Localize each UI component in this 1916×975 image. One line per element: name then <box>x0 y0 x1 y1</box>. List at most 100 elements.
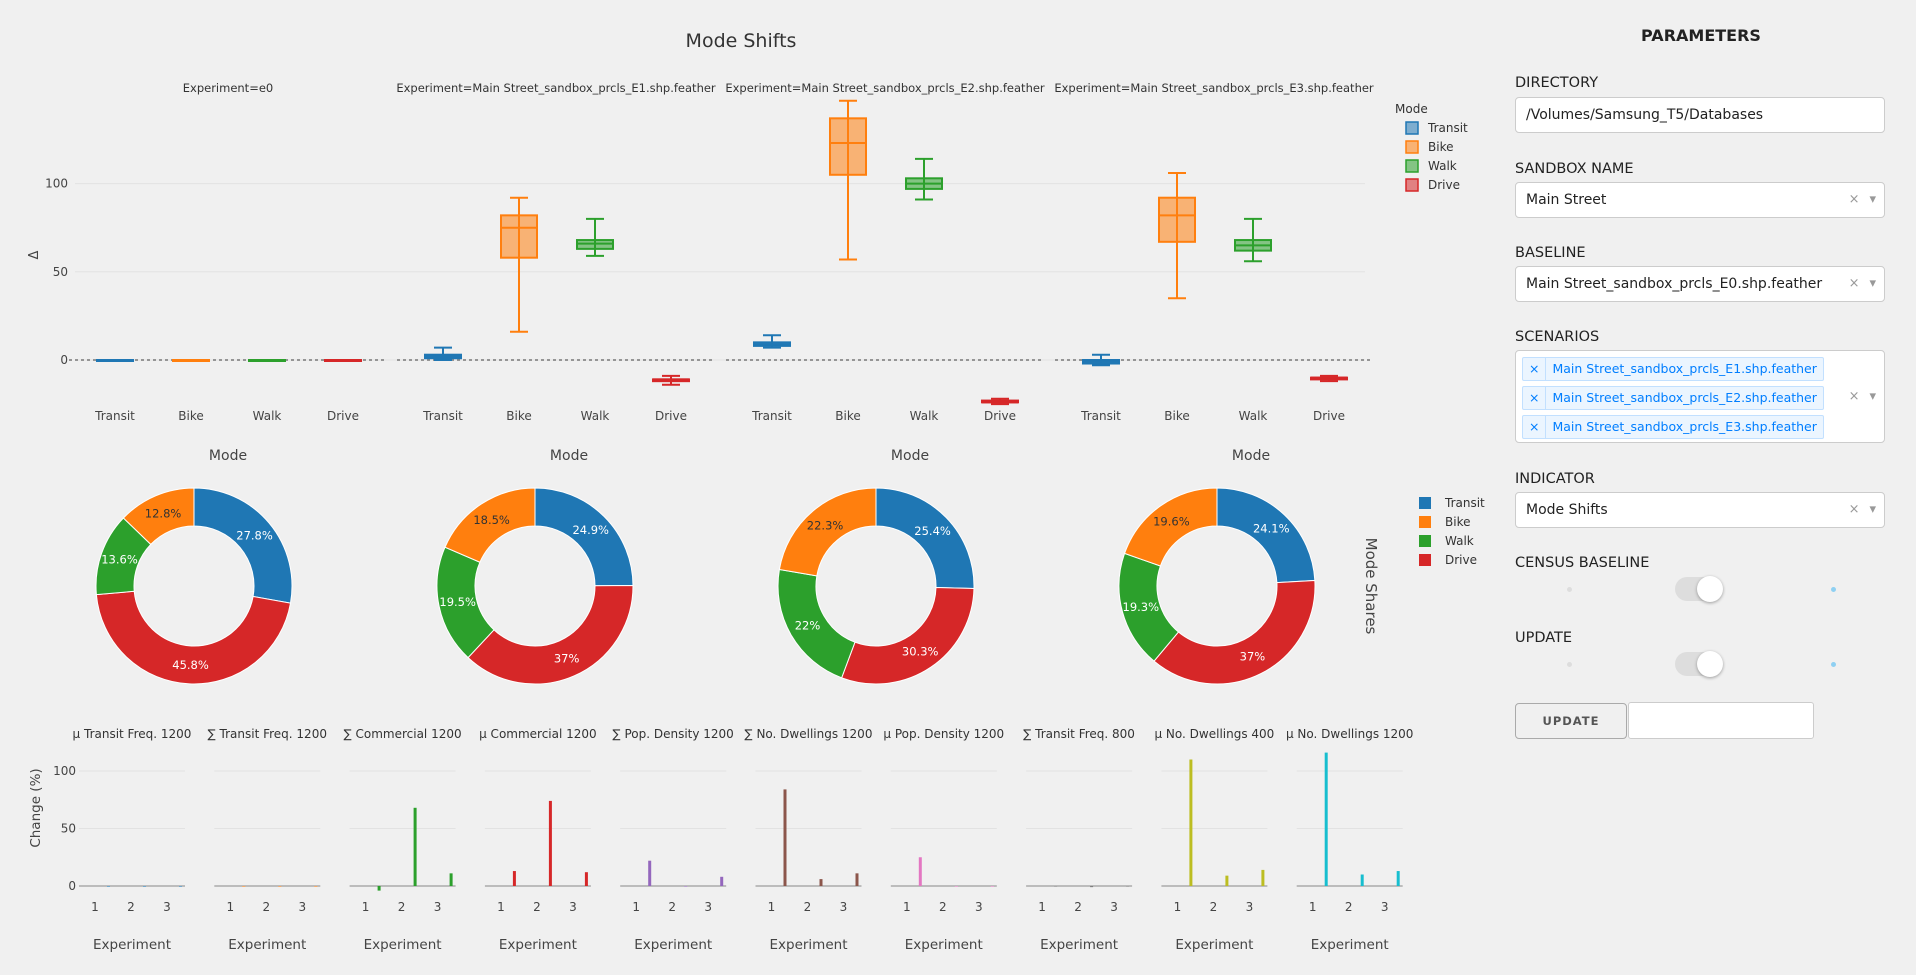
bar-panel-title: ∑ Transit Freq. 1200 <box>208 727 327 741</box>
y-tick-label: 100 <box>45 177 68 191</box>
bar-panel-title: ∑ Transit Freq. 800 <box>1023 727 1135 741</box>
box-body <box>829 117 867 176</box>
remove-tag-icon[interactable]: × <box>1523 358 1547 380</box>
bar-panel-title: ∑ Commercial 1200 <box>344 727 462 741</box>
bar <box>278 886 282 887</box>
legend-swatch <box>1405 159 1419 173</box>
x-tick-label: 1 <box>91 900 99 914</box>
bar <box>1360 874 1364 886</box>
bar <box>1261 869 1265 886</box>
remove-tag-icon[interactable]: × <box>1523 416 1547 438</box>
x-tick-label: 3 <box>1381 900 1389 914</box>
pie-slice-label: 22% <box>795 618 821 632</box>
x-tick-label: 2 <box>1074 900 1082 914</box>
x-tick-label: Walk <box>910 409 939 423</box>
pie-slice-label: 24.9% <box>572 523 609 537</box>
pie-title: Mode <box>209 448 247 464</box>
x-tick-label: Drive <box>327 409 359 423</box>
bar-x-axis-label: Experiment <box>634 937 712 953</box>
legend-label: Walk <box>1445 534 1474 548</box>
update-output-field[interactable] <box>1628 702 1814 739</box>
toggle-on-dot <box>1831 662 1836 667</box>
pie-slice <box>444 487 536 563</box>
bar <box>449 873 453 886</box>
chevron-down-icon[interactable]: ▾ <box>1869 502 1876 517</box>
pie-slice <box>1153 579 1316 685</box>
chevron-down-icon[interactable]: ▾ <box>1869 389 1876 404</box>
bar-x-axis-label: Experiment <box>1040 937 1118 953</box>
chevron-down-icon[interactable]: ▾ <box>1869 276 1876 291</box>
facet-title: Experiment=Main Street_sandbox_prcls_E2.… <box>725 81 1045 95</box>
toggle-off-dot <box>1567 587 1572 592</box>
bar <box>1324 752 1328 886</box>
remove-tag-icon[interactable]: × <box>1523 387 1547 409</box>
clear-icon[interactable]: × <box>1848 389 1860 404</box>
legend-title: Mode <box>1395 102 1428 116</box>
legend-label: Bike <box>1428 140 1453 154</box>
clear-icon[interactable]: × <box>1848 276 1860 291</box>
baseline-select[interactable]: Main Street_sandbox_prcls_E0.shp.feather… <box>1515 266 1885 302</box>
x-tick-label: Bike <box>835 409 860 423</box>
pie-slice-label: 12.8% <box>145 506 182 520</box>
x-tick-label: Transit <box>1080 409 1121 423</box>
y-tick-label: 0 <box>60 353 68 367</box>
update-button[interactable]: UPDATE <box>1515 703 1627 739</box>
update-label: UPDATE <box>1515 630 1573 646</box>
pie-slice-label: 18.5% <box>473 513 510 527</box>
baseline-value: Main Street_sandbox_prcls_E0.shp.feather <box>1526 276 1823 292</box>
bar <box>377 886 381 891</box>
bar-x-axis-label: Experiment <box>905 937 983 953</box>
bar-panel-title: μ Transit Freq. 1200 <box>73 727 192 741</box>
pie-slice-label: 13.6% <box>101 553 138 567</box>
bar-x-axis-label: Experiment <box>228 937 306 953</box>
x-tick-label: Bike <box>1164 409 1189 423</box>
indicator-select[interactable]: Mode Shifts × ▾ <box>1515 492 1885 528</box>
toggle-on-dot <box>1831 587 1836 592</box>
bar <box>990 886 994 887</box>
x-tick-label: 2 <box>262 900 270 914</box>
box-body <box>1158 196 1196 243</box>
pie-slice-label: 22.3% <box>807 519 844 533</box>
y-tick-label: 50 <box>53 265 68 279</box>
box-plot-grid: Δ 0 50 100 Experiment=e0 Transit Bike Walk Drive… <box>27 81 1468 423</box>
bar <box>1090 886 1094 888</box>
scenario-tag[interactable]: × Main Street_sandbox_prcls_E2.shp.feathe… <box>1522 386 1824 410</box>
bar-x-axis-label: Experiment <box>93 937 171 953</box>
x-tick-label: 2 <box>804 900 812 914</box>
facet-title: Experiment=Main Street_sandbox_prcls_E3.… <box>1054 81 1374 95</box>
x-tick-label: 2 <box>668 900 676 914</box>
x-tick-label: Walk <box>253 409 282 423</box>
clear-icon[interactable]: × <box>1848 192 1860 207</box>
x-tick-label: 1 <box>1309 900 1317 914</box>
clear-icon[interactable]: × <box>1848 502 1860 517</box>
bar-chart-grid: Change (%) 0 50 100 μ Transit Freq. 1200 1 2 3 E… <box>28 727 1413 953</box>
bar <box>1126 886 1130 887</box>
x-tick-label: 1 <box>497 900 505 914</box>
x-tick-label: Bike <box>506 409 531 423</box>
census-baseline-toggle[interactable] <box>1675 576 1723 602</box>
pie-title: Mode <box>550 448 588 464</box>
scenarios-multiselect[interactable]: × Main Street_sandbox_prcls_E1.shp.feathe… <box>1515 350 1885 443</box>
x-tick-label: 1 <box>1038 900 1046 914</box>
pie-title: Mode <box>891 448 929 464</box>
bar <box>107 886 110 887</box>
pie-slice <box>95 590 292 685</box>
chevron-down-icon[interactable]: ▾ <box>1869 192 1876 207</box>
sandbox-name-select[interactable]: Main Street × ▾ <box>1515 182 1885 218</box>
x-tick-label: 2 <box>1345 900 1353 914</box>
indicator-value: Mode Shifts <box>1526 502 1608 518</box>
x-tick-label: 2 <box>398 900 406 914</box>
pie-slice-label: 27.8% <box>236 528 273 542</box>
pie-slice-label: 19.5% <box>439 595 476 609</box>
bar-panel-title: ∑ No. Dwellings 1200 <box>745 727 873 741</box>
pie-slice-label: 37% <box>554 651 580 665</box>
legend-swatch <box>1405 178 1419 192</box>
facet-title: Experiment=Main Street_sandbox_prcls_E1.… <box>396 81 716 95</box>
directory-input[interactable]: /Volumes/Samsung_T5/Databases <box>1515 97 1885 133</box>
pie-slice <box>875 487 975 589</box>
scenario-tag[interactable]: × Main Street_sandbox_prcls_E1.shp.feathe… <box>1522 357 1824 381</box>
bar-x-axis-label: Experiment <box>499 937 577 953</box>
scenario-tag[interactable]: × Main Street_sandbox_prcls_E3.shp.feathe… <box>1522 415 1824 439</box>
update-toggle[interactable] <box>1675 651 1723 677</box>
x-tick-label: 3 <box>163 900 171 914</box>
